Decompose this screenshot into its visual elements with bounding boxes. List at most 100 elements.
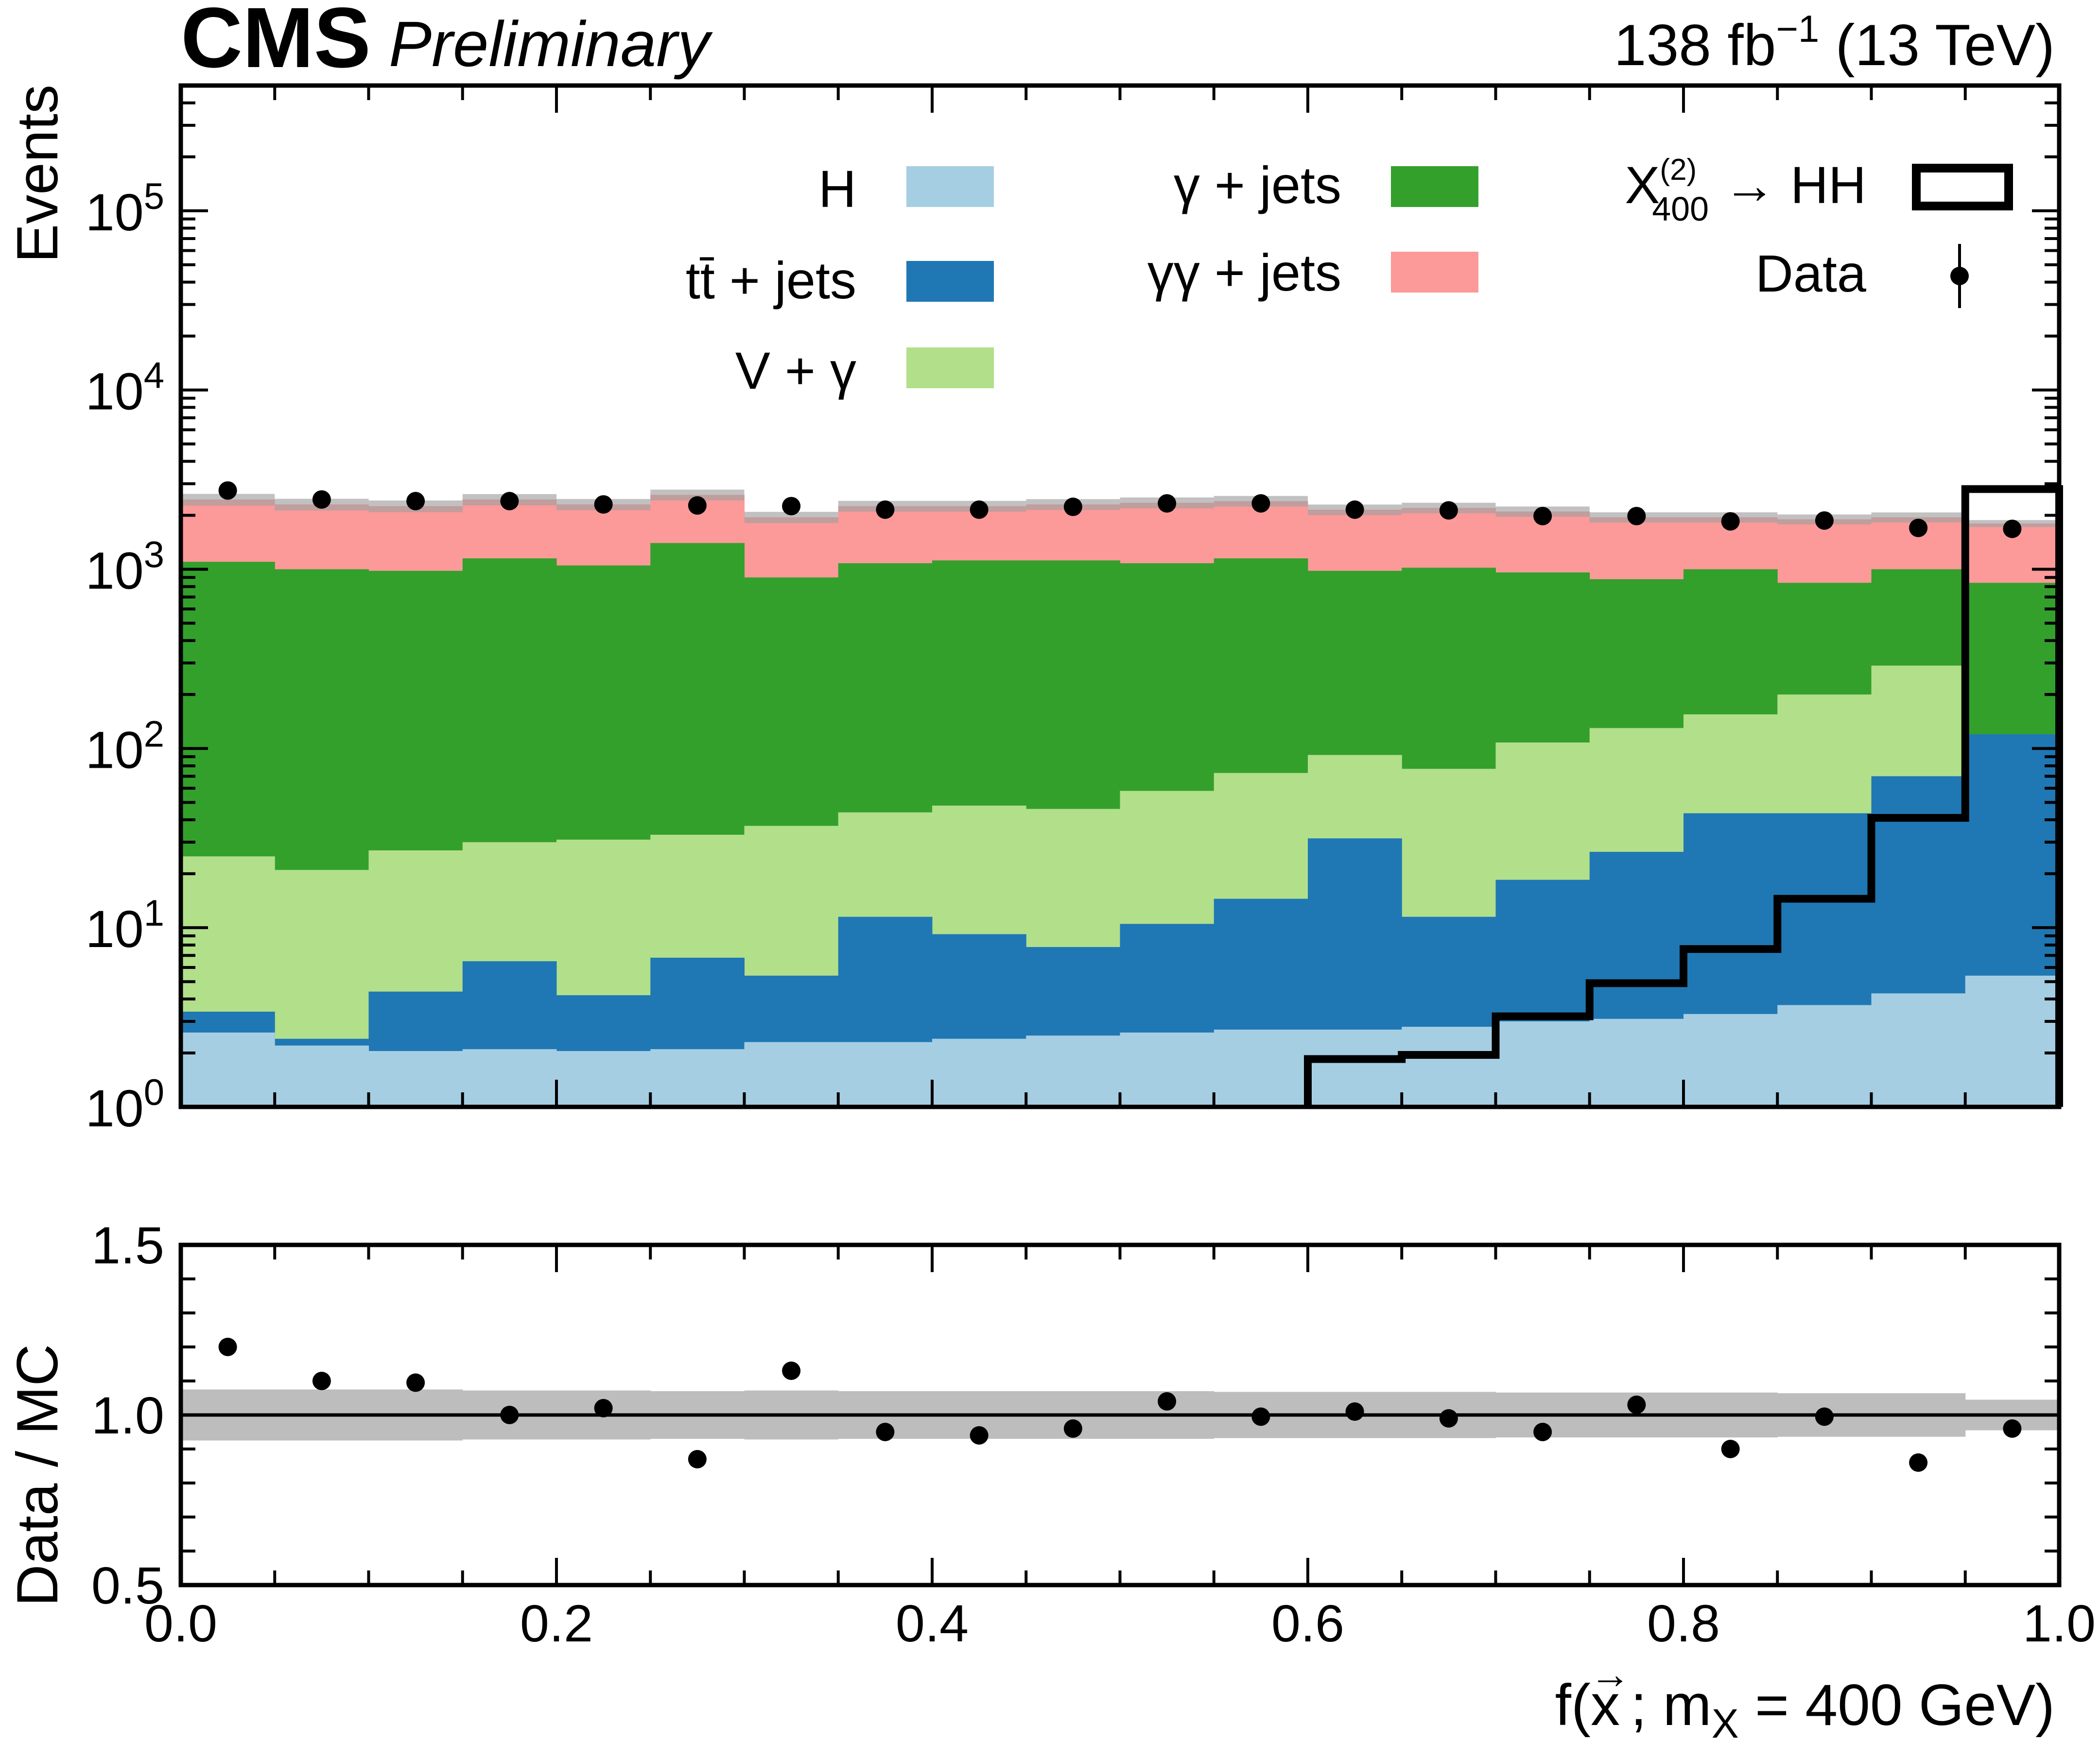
ratio-point-bin-7 (876, 1423, 895, 1441)
data-point-bin-11 (1251, 494, 1270, 513)
x-tick-label-1: 0.2 (520, 1594, 593, 1653)
bar-h-bin-6 (744, 1042, 839, 1107)
x-axis-title: f(x→; mX = 400 GeV) (1555, 1651, 2055, 1742)
legend-entry-2-swatch (906, 347, 994, 388)
main-y-tick-label-5: 105 (86, 176, 164, 241)
status-label: Preliminary (389, 8, 713, 80)
bar-h-bin-8 (932, 1038, 1026, 1107)
main-y-tick-label-3: 103 (86, 534, 164, 600)
data-point-bin-14 (1533, 507, 1552, 526)
ratio-point-bin-16 (1721, 1440, 1740, 1458)
ratio-point-bin-11 (1251, 1407, 1270, 1426)
data-point-bin-17 (1815, 511, 1834, 530)
bar-h-bin-9 (1026, 1035, 1120, 1107)
main-y-tick-label-1: 101 (86, 893, 164, 958)
data-point-bin-10 (1158, 494, 1177, 513)
main-panel-stack (181, 495, 2060, 1107)
bar-h-bin-7 (838, 1042, 933, 1107)
legend-entry-3-swatch (1391, 166, 1478, 207)
legend-entry-1-swatch (906, 261, 994, 302)
bar-h-bin-14 (1495, 1021, 1590, 1107)
experiment-label: CMS (181, 0, 371, 86)
bar-h-bin-1 (275, 1045, 369, 1107)
legend-entry-0-label: H (818, 159, 856, 218)
ratio-point-bin-6 (782, 1362, 801, 1380)
bar-h-bin-10 (1120, 1032, 1215, 1107)
ratio-point-bin-10 (1158, 1392, 1177, 1411)
legend-entry-6-label: Data (1755, 244, 1867, 303)
x-tick-label-4: 0.8 (1647, 1594, 1720, 1653)
ratio-y-tick-label-2: 1.5 (91, 1216, 164, 1275)
main-panel-axes: 100 101 102 103 104 105 (86, 83, 2062, 1138)
main-y-tick-label-0: 100 (86, 1072, 164, 1138)
data-point-bin-3 (500, 492, 519, 511)
main-y-axis-title: Events (5, 85, 70, 263)
ratio-point-bin-19 (2003, 1419, 2022, 1438)
bar-h-bin-3 (462, 1049, 557, 1107)
bar-h-bin-11 (1214, 1029, 1308, 1107)
data-point-bin-13 (1439, 501, 1458, 520)
data-point-bin-6 (782, 497, 801, 516)
legend-entry-4-swatch (1391, 252, 1478, 293)
main-y-tick-label-2: 102 (86, 713, 164, 779)
legend-entry-4-label: γγ + jets (1147, 243, 1341, 302)
main-y-tick-label-4: 104 (86, 355, 164, 421)
data-point-bin-5 (688, 496, 707, 515)
bar-h-bin-0 (181, 1032, 275, 1107)
ratio-point-bin-9 (1063, 1419, 1082, 1438)
ratio-point-bin-4 (594, 1399, 613, 1417)
ratio-point-bin-0 (218, 1338, 237, 1356)
bar-h-bin-15 (1589, 1018, 1684, 1107)
bar-h-bin-12 (1308, 1029, 1402, 1107)
legend-entry-1-label: tt̄ + jets (686, 251, 856, 310)
x-tick-label-0: 0.0 (144, 1594, 217, 1653)
ratio-point-bin-17 (1815, 1407, 1834, 1426)
ratio-y-axis-title: Data / MC (5, 1344, 70, 1606)
legend-entry-5-label: X(2) 400 → HH (1625, 153, 1866, 228)
ratio-panel-axes: 0.0 0.2 0.4 0.6 0.8 1.0 0.5 1.0 1.5 (91, 1216, 2096, 1653)
data-point-bin-9 (1063, 498, 1082, 517)
ratio-point-bin-3 (500, 1406, 519, 1424)
ratio-point-bin-1 (312, 1372, 331, 1390)
x-tick-label-5: 1.0 (2023, 1594, 2096, 1653)
data-point-bin-16 (1721, 512, 1740, 531)
ratio-point-bin-5 (688, 1450, 707, 1468)
ratio-point-bin-8 (970, 1426, 989, 1445)
data-point-bin-1 (312, 490, 331, 509)
mc-uncertainty-bin-18 (1871, 512, 1965, 523)
bar-h-bin-19 (1965, 975, 2060, 1107)
mc-uncertainty-bin-6 (744, 512, 838, 523)
bar-h-bin-2 (368, 1051, 463, 1107)
signal-step-line (1304, 485, 2063, 1107)
x-tick-label-2: 0.4 (896, 1594, 969, 1653)
data-point-bin-19 (2003, 519, 2022, 538)
data-point-bin-0 (218, 481, 237, 500)
x-tick-label-3: 0.6 (1271, 1594, 1344, 1653)
data-point-bin-18 (1909, 518, 1928, 537)
main-panel-signal-histogram (1304, 485, 2063, 1107)
data-point-bin-8 (970, 500, 989, 519)
legend-entry-3-label: γ + jets (1174, 155, 1341, 214)
bar-h-bin-5 (650, 1049, 745, 1107)
ratio-point-bin-14 (1533, 1423, 1552, 1441)
bar-h-bin-13 (1402, 1027, 1496, 1107)
luminosity-label: 138 fb−1 (13 TeV) (1614, 7, 2055, 78)
ratio-point-bin-15 (1627, 1396, 1646, 1414)
bar-h-bin-18 (1871, 993, 1966, 1107)
ratio-y-tick-label-1: 1.0 (91, 1386, 164, 1445)
bar-h-bin-4 (556, 1051, 651, 1107)
ratio-point-bin-18 (1909, 1453, 1928, 1472)
legend: Htt̄ + jets V + γ γ + jets γγ + jets X(2) 400… (686, 153, 2013, 400)
data-point-bin-12 (1345, 500, 1364, 519)
legend-entry-0-swatch (906, 166, 994, 207)
ratio-point-bin-13 (1439, 1409, 1458, 1428)
mc-uncertainty-bin-5 (650, 489, 745, 501)
data-point-bin-15 (1627, 507, 1646, 526)
ratio-point-bin-2 (406, 1373, 425, 1392)
data-point-bin-4 (594, 495, 613, 514)
ratio-point-bin-12 (1345, 1402, 1364, 1421)
legend-entry-5-swatch (1912, 164, 2013, 210)
main-panel-data-points (218, 481, 2022, 538)
legend-entry-2-label: V + γ (735, 341, 856, 400)
